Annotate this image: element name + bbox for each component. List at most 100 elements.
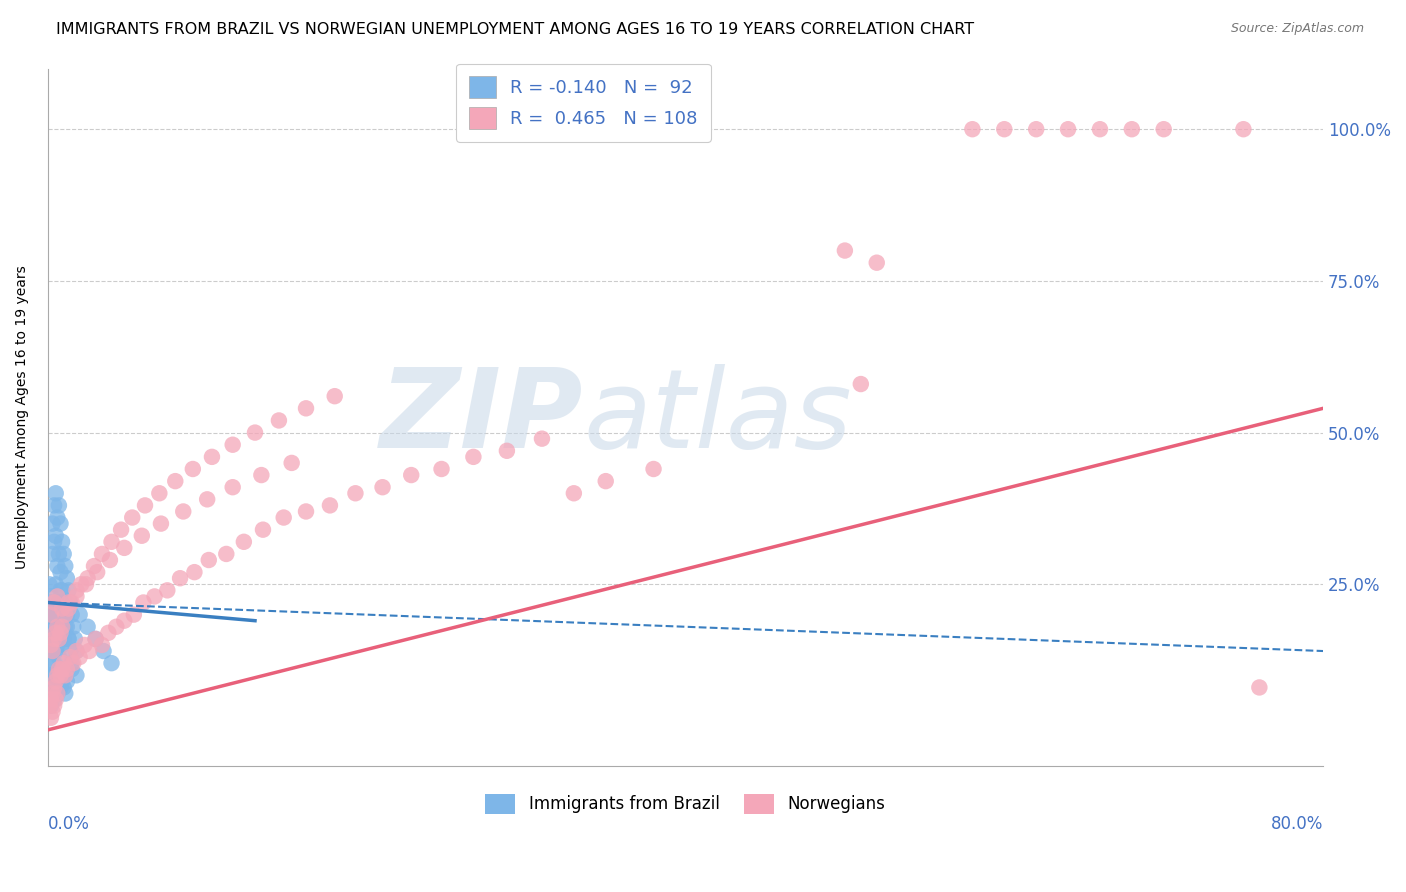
Point bbox=[295, 504, 318, 518]
Point bbox=[56, 571, 79, 585]
Point bbox=[42, 632, 65, 646]
Point bbox=[131, 529, 153, 543]
Point bbox=[46, 607, 69, 622]
Point bbox=[45, 674, 67, 689]
Point bbox=[49, 620, 72, 634]
Point bbox=[165, 474, 187, 488]
Point bbox=[42, 499, 65, 513]
Point bbox=[46, 638, 69, 652]
Point bbox=[46, 632, 69, 646]
Point bbox=[83, 559, 105, 574]
Point bbox=[76, 620, 98, 634]
Point bbox=[243, 425, 266, 440]
Point bbox=[51, 534, 73, 549]
Point bbox=[1025, 122, 1047, 136]
Point bbox=[53, 686, 76, 700]
Point bbox=[52, 681, 75, 695]
Point bbox=[38, 577, 60, 591]
Point bbox=[60, 607, 83, 622]
Point bbox=[197, 553, 219, 567]
Point bbox=[53, 607, 76, 622]
Point bbox=[56, 607, 79, 622]
Point bbox=[112, 614, 135, 628]
Point bbox=[62, 656, 84, 670]
Point bbox=[52, 625, 75, 640]
Point bbox=[169, 571, 191, 585]
Point bbox=[1153, 122, 1175, 136]
Point bbox=[122, 607, 145, 622]
Point bbox=[53, 559, 76, 574]
Point bbox=[51, 601, 73, 615]
Point bbox=[280, 456, 302, 470]
Point bbox=[42, 681, 65, 695]
Point bbox=[70, 577, 93, 591]
Point bbox=[60, 662, 83, 676]
Point bbox=[148, 486, 170, 500]
Point bbox=[993, 122, 1015, 136]
Text: 80.0%: 80.0% bbox=[1271, 815, 1323, 833]
Point bbox=[45, 625, 67, 640]
Point bbox=[41, 595, 63, 609]
Point bbox=[42, 698, 65, 713]
Point bbox=[65, 590, 87, 604]
Point bbox=[866, 255, 889, 269]
Point bbox=[100, 534, 122, 549]
Point bbox=[41, 686, 63, 700]
Point bbox=[41, 668, 63, 682]
Point bbox=[58, 595, 80, 609]
Point bbox=[42, 534, 65, 549]
Point bbox=[73, 638, 96, 652]
Point bbox=[172, 504, 194, 518]
Point bbox=[84, 632, 107, 646]
Point bbox=[430, 462, 453, 476]
Point bbox=[295, 401, 318, 416]
Point bbox=[344, 486, 367, 500]
Point bbox=[48, 650, 70, 665]
Legend: Immigrants from Brazil, Norwegians: Immigrants from Brazil, Norwegians bbox=[478, 787, 893, 821]
Point bbox=[52, 668, 75, 682]
Point bbox=[849, 377, 872, 392]
Point bbox=[62, 620, 84, 634]
Y-axis label: Unemployment Among Ages 16 to 19 years: Unemployment Among Ages 16 to 19 years bbox=[15, 266, 30, 569]
Point bbox=[39, 692, 62, 706]
Point bbox=[195, 492, 218, 507]
Point bbox=[41, 705, 63, 719]
Point bbox=[60, 656, 83, 670]
Point bbox=[52, 595, 75, 609]
Point bbox=[51, 620, 73, 634]
Point bbox=[121, 510, 143, 524]
Point bbox=[53, 668, 76, 682]
Point bbox=[46, 620, 69, 634]
Point bbox=[42, 656, 65, 670]
Point bbox=[49, 565, 72, 579]
Point bbox=[45, 692, 67, 706]
Point bbox=[59, 650, 82, 665]
Point bbox=[39, 681, 62, 695]
Point bbox=[65, 644, 87, 658]
Point bbox=[273, 510, 295, 524]
Point bbox=[84, 632, 107, 646]
Point bbox=[41, 686, 63, 700]
Point bbox=[65, 583, 87, 598]
Point bbox=[58, 632, 80, 646]
Point bbox=[46, 590, 69, 604]
Point bbox=[45, 577, 67, 591]
Point bbox=[39, 638, 62, 652]
Point bbox=[41, 644, 63, 658]
Point bbox=[496, 443, 519, 458]
Point bbox=[1088, 122, 1111, 136]
Point bbox=[58, 632, 80, 646]
Point bbox=[371, 480, 394, 494]
Point bbox=[49, 625, 72, 640]
Point bbox=[51, 607, 73, 622]
Point bbox=[46, 559, 69, 574]
Point bbox=[69, 607, 91, 622]
Point bbox=[42, 692, 65, 706]
Point bbox=[595, 474, 617, 488]
Point bbox=[51, 674, 73, 689]
Point bbox=[59, 595, 82, 609]
Point bbox=[53, 620, 76, 634]
Point bbox=[45, 529, 67, 543]
Point bbox=[962, 122, 984, 136]
Point bbox=[76, 571, 98, 585]
